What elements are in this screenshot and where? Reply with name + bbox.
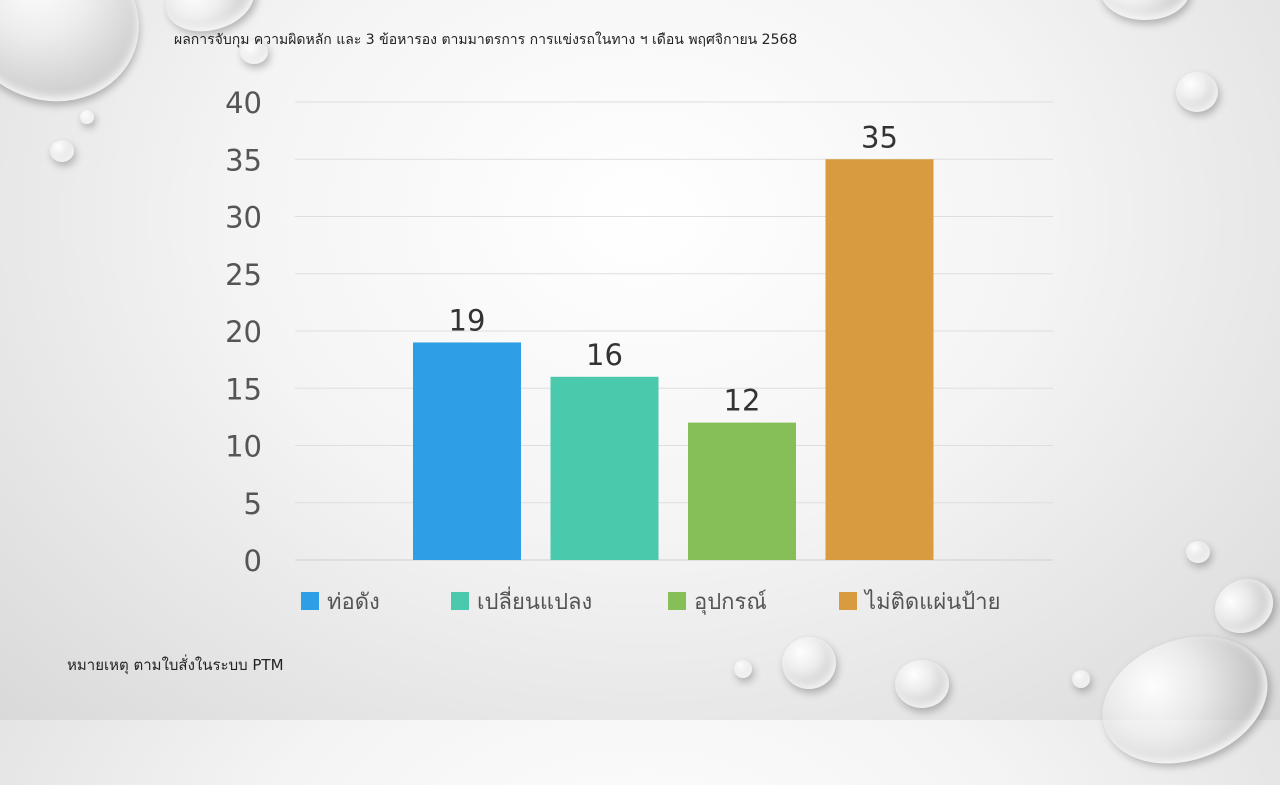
y-tick-label: 20 <box>225 315 262 349</box>
y-tick-label: 25 <box>225 258 262 292</box>
legend-item-3: ไม่ติดแผ่นป้าย <box>839 587 1000 615</box>
y-tick-label: 30 <box>225 201 262 235</box>
water-drop-decoration <box>50 140 74 162</box>
bar-1 <box>550 376 659 560</box>
bar-2 <box>688 422 796 560</box>
y-tick-label: 35 <box>225 143 262 177</box>
water-drop-decoration <box>1176 72 1218 112</box>
legend-label: ไม่ติดแผ่นป้าย <box>865 589 1001 615</box>
legend-swatch-icon <box>668 592 686 610</box>
y-tick-label: 40 <box>225 86 262 120</box>
footnote: หมายเหตุ ตามใบสั่งในระบบ PTM <box>67 656 284 674</box>
legend-swatch-icon <box>451 592 469 610</box>
y-tick-label: 5 <box>244 487 262 521</box>
water-drop-decoration <box>1072 670 1090 688</box>
slide-title: ผลการจับกุม ความผิดหลัก และ 3 ข้อหารอง ต… <box>174 32 798 48</box>
y-tick-label: 10 <box>225 430 262 464</box>
legend-label: อุปกรณ์ <box>694 589 767 615</box>
water-drop-decoration <box>782 637 836 689</box>
water-drop-decoration <box>1100 0 1190 20</box>
legend-label: ท่อดัง <box>327 589 380 615</box>
y-tick-label: 0 <box>244 544 262 578</box>
data-label: 16 <box>586 338 623 372</box>
bar-3 <box>825 159 934 560</box>
data-label: 19 <box>449 303 486 337</box>
water-drop-decoration <box>895 660 949 708</box>
y-tick-label: 15 <box>225 372 262 406</box>
water-drop-decoration <box>80 110 94 124</box>
legend-swatch-icon <box>301 592 319 610</box>
water-drop-decoration <box>1186 541 1210 563</box>
legend-swatch-icon <box>839 592 857 610</box>
legend-item-2: อุปกรณ์ <box>668 587 767 615</box>
legend-label: เปลี่ยนแปลง <box>477 589 593 615</box>
data-label: 35 <box>861 120 898 154</box>
legend-item-1: เปลี่ยนแปลง <box>451 587 592 615</box>
water-drop-decoration <box>240 40 268 64</box>
bar-0 <box>413 342 521 560</box>
water-drop-decoration <box>734 660 752 678</box>
data-label: 12 <box>724 384 761 418</box>
legend-item-0: ท่อดัง <box>301 587 380 615</box>
bar-chart: 0 5 10 15 20 25 30 35 40 19 16 12 35 <box>225 86 1053 578</box>
